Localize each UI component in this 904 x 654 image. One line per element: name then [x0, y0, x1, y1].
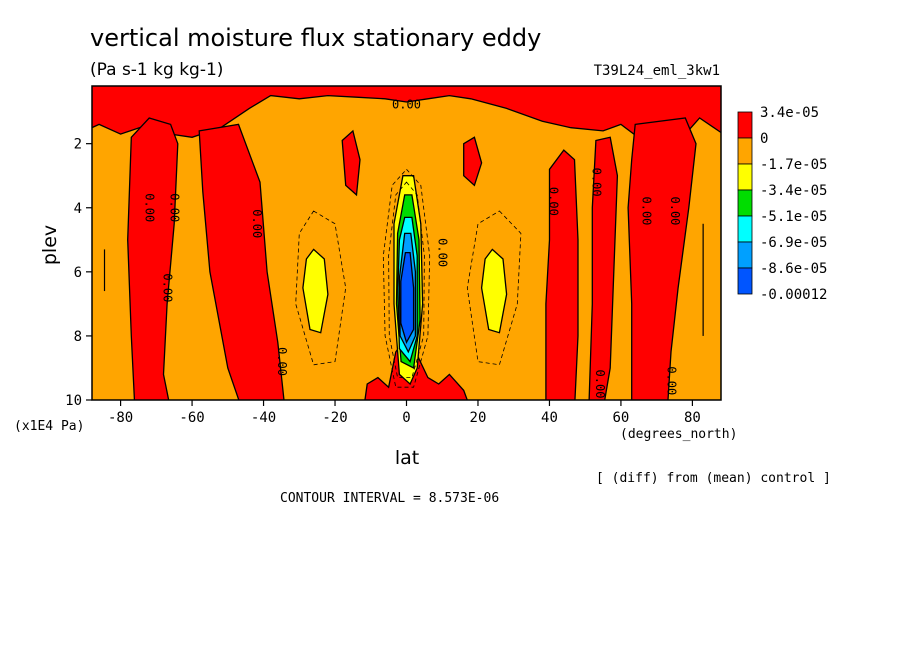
x-tick-label: 80	[684, 410, 701, 426]
contour-label: 0.00	[589, 168, 603, 197]
region-positive-sh-1	[127, 117, 179, 400]
colorbar-swatch	[737, 111, 753, 139]
colorbar-label: -1.7e-05	[760, 157, 827, 173]
x-tick-label: -60	[179, 410, 204, 426]
x-units-label: (degrees_north)	[620, 427, 737, 442]
contour-label: 0.00	[639, 197, 653, 226]
y-axis: 2 4 6 8 10	[65, 137, 92, 409]
y-units-label: (x1E4 Pa)	[14, 419, 84, 434]
contour-label: 0.00	[250, 209, 264, 238]
colorbar-label: -8.6e-05	[760, 261, 827, 277]
contour-label: 0.00	[668, 197, 682, 226]
x-tick-label: 60	[613, 410, 630, 426]
colorbar-label: -5.1e-05	[760, 209, 827, 225]
colorbar-swatch	[737, 267, 753, 295]
contour-label: 0.00	[275, 347, 289, 376]
colorbar-label: -0.00012	[760, 287, 827, 303]
x-tick-label: 40	[541, 410, 558, 426]
run-label: T39L24_eml_3kw1	[594, 63, 720, 79]
contour-dashed-nh	[466, 210, 522, 366]
x-tick-label: -80	[108, 410, 133, 426]
chart-title: vertical moisture flux stationary eddy	[90, 24, 541, 52]
region-positive-patch-1	[341, 129, 361, 197]
x-tick-label: 0	[402, 410, 410, 426]
y-tick-label: 6	[74, 265, 82, 281]
x-axis-label: lat	[395, 447, 419, 469]
region-negative-core-l7	[400, 251, 415, 344]
x-tick-label: 20	[470, 410, 487, 426]
y-axis-label: plev	[39, 225, 61, 265]
region-positive-nh-2	[588, 136, 619, 400]
region-negative-sh-lobe	[302, 248, 329, 334]
colorbar-label: 3.4e-05	[760, 105, 819, 121]
y-tick-label: 10	[65, 393, 82, 409]
colorbar-swatch	[737, 163, 753, 191]
colorbar-label: 0	[760, 131, 768, 147]
y-tick-label: 2	[74, 137, 82, 153]
x-tick-label: -40	[251, 410, 276, 426]
region-positive-sh-2	[198, 123, 285, 400]
x-axis: -80 -60 -40 -20 0 20 40 60 80	[108, 400, 701, 426]
contour-label: 0.00	[664, 366, 678, 395]
contour-label: 0.00	[160, 273, 174, 302]
contour-label: 0.00	[546, 187, 560, 216]
contour-label: 0.00	[593, 370, 607, 399]
colorbar-swatch	[737, 189, 753, 217]
contour-label: 0.00	[436, 238, 450, 267]
x-tick-label: -20	[322, 410, 347, 426]
colorbar-label: -3.4e-05	[760, 183, 827, 199]
contour-label: 0.00	[168, 193, 182, 222]
plot-area: 0.00 0.00 0.00 0.00 0.00 0.00 0.00 0.00 0.00 0.00…	[92, 86, 721, 400]
contour-dashed-eq-outer	[382, 168, 431, 388]
contour-dashed-sh	[295, 210, 347, 366]
footnote: [ (diff) from (mean) control ]	[596, 471, 831, 486]
colorbar-swatch	[737, 215, 753, 243]
region-positive-patch-2	[463, 136, 483, 187]
region-positive-nh-1	[545, 149, 579, 400]
colorbar: 3.4e-05 0 -1.7e-05 -3.4e-05 -5.1e-05 -6.9e-05…	[737, 105, 827, 303]
colorbar-swatch	[737, 137, 753, 165]
region-negative-nh-lobe	[480, 248, 508, 334]
y-tick-label: 4	[74, 201, 82, 217]
contour-interval: CONTOUR INTERVAL = 8.573E-06	[280, 491, 499, 506]
contour-label: 0.00	[143, 193, 157, 222]
chart-units: (Pa s-1 kg kg-1)	[90, 60, 223, 80]
colorbar-label: -6.9e-05	[760, 235, 827, 251]
y-tick-label: 8	[74, 329, 82, 345]
region-positive-nh-3	[627, 117, 697, 400]
colorbar-swatch	[737, 241, 753, 269]
contour-label: 0.00	[392, 97, 421, 111]
